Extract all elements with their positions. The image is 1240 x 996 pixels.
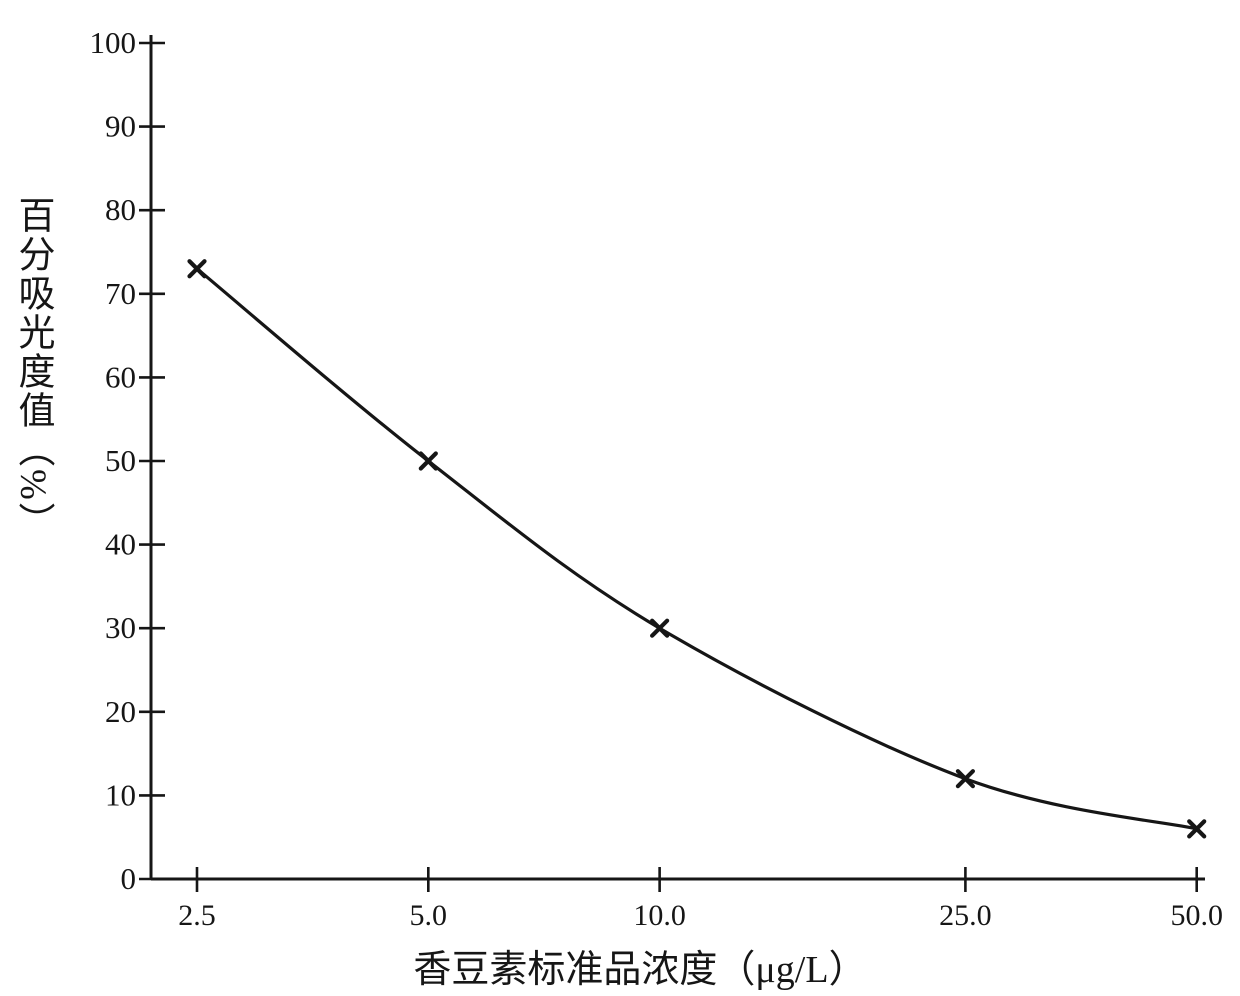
x-tick-label: 25.0 bbox=[939, 899, 992, 932]
x-tick-label: 5.0 bbox=[410, 899, 448, 932]
y-tick-label: 40 bbox=[105, 527, 136, 562]
y-tick-label: 80 bbox=[105, 192, 136, 227]
y-axis-title: 百分吸光度值（%） bbox=[12, 196, 53, 541]
data-point-marker bbox=[955, 769, 975, 789]
y-tick-label: 60 bbox=[105, 359, 136, 394]
data-point-marker bbox=[650, 618, 670, 638]
y-tick-label: 0 bbox=[121, 861, 137, 896]
x-axis-title: 香豆素标准品浓度（μg/L） bbox=[413, 949, 867, 991]
y-tick-label: 90 bbox=[105, 109, 136, 144]
x-tick-label: 2.5 bbox=[178, 899, 216, 932]
y-tick-label: 20 bbox=[105, 694, 136, 729]
y-tick-label: 50 bbox=[105, 443, 136, 478]
data-point-marker bbox=[418, 451, 438, 471]
x-tick-label: 50.0 bbox=[1170, 899, 1223, 932]
standard-curve bbox=[195, 267, 1198, 831]
y-tick-label: 30 bbox=[105, 610, 136, 645]
data-point-marker bbox=[187, 259, 207, 279]
y-tick-label: 100 bbox=[90, 25, 137, 60]
y-tick-label: 10 bbox=[105, 777, 136, 812]
y-tick-label: 70 bbox=[105, 276, 136, 311]
data-point-marker bbox=[1187, 819, 1207, 839]
x-tick-label: 10.0 bbox=[633, 899, 686, 932]
